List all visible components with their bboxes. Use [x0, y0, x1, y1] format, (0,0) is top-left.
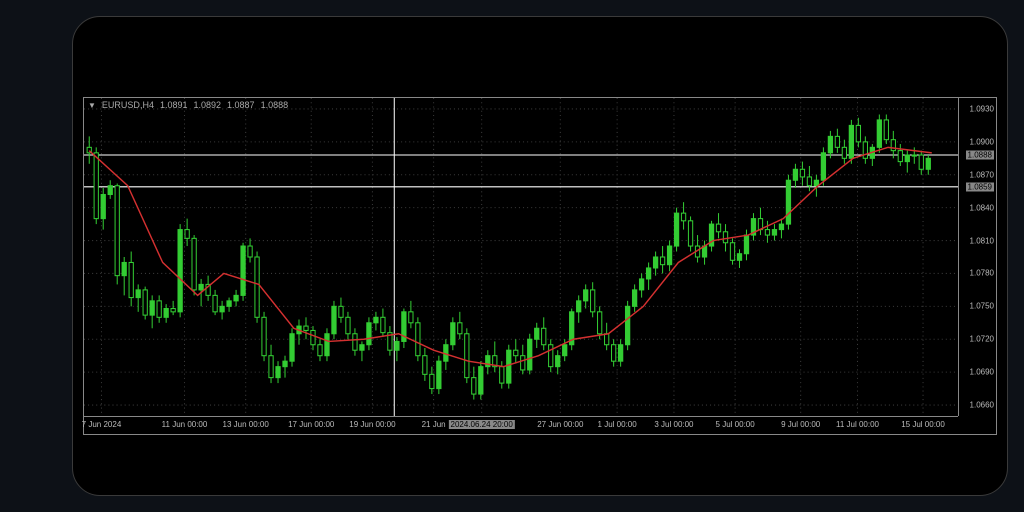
y-tick-label: 1.0660 — [970, 401, 994, 410]
x-tick-label: 5 Jul 00:00 — [716, 420, 755, 429]
x-tick-label: 19 Jun 00:00 — [349, 420, 395, 429]
ohlc-l: 1.0887 — [227, 100, 255, 110]
x-tick-label: 17 Jun 00:00 — [288, 420, 334, 429]
x-tick-label: 7 Jun 2024 — [82, 420, 122, 429]
ohlc-c: 1.0888 — [261, 100, 289, 110]
y-tick-label: 1.0810 — [970, 236, 994, 245]
y-tick-label: 1.0780 — [970, 269, 994, 278]
plot-area[interactable] — [84, 98, 958, 416]
y-tick-label: 1.0900 — [970, 137, 994, 146]
x-tick-label: 13 Jun 00:00 — [223, 420, 269, 429]
y-tick-label: 1.0870 — [970, 170, 994, 179]
price-tag: 1.0888 — [966, 151, 994, 160]
y-tick-label: 1.0750 — [970, 302, 994, 311]
x-tick-label: 15 Jul 00:00 — [901, 420, 945, 429]
x-tick-label: 11 Jul 00:00 — [836, 420, 879, 429]
x-tick-label: 1 Jul 00:00 — [598, 420, 637, 429]
price-tag: 1.0859 — [966, 182, 994, 191]
dropdown-icon[interactable]: ▼ — [88, 101, 96, 110]
y-tick-label: 1.0720 — [970, 335, 994, 344]
x-tick-label: 2024.06.24 20:00 — [449, 420, 515, 429]
symbol-info: ▼ EURUSD,H4 1.0891 1.0892 1.0887 1.0888 — [88, 100, 288, 110]
ohlc-o: 1.0891 — [160, 100, 188, 110]
y-axis: 1.0660 1.0690 1.0720 1.0750 1.0780 1.0810 1.08… — [958, 98, 996, 416]
chart-panel: ▼ EURUSD,H4 1.0891 1.0892 1.0887 1.0888 … — [72, 16, 1008, 496]
symbol-label: EURUSD,H4 — [102, 100, 154, 110]
x-axis: 7 Jun 2024 11 Jun 00:00 13 Jun 00:00 17 Jun… — [84, 416, 958, 434]
y-tick-label: 1.0690 — [970, 368, 994, 377]
y-tick-label: 1.0840 — [970, 203, 994, 212]
x-tick-label: 11 Jun 00:00 — [162, 420, 208, 429]
x-tick-label: 27 Jun 00:00 — [537, 420, 583, 429]
x-tick-label: 9 Jul 00:00 — [781, 420, 820, 429]
x-tick-label: 21 Jun — [422, 420, 446, 429]
x-tick-label: 3 Jul 00:00 — [654, 420, 693, 429]
chart-container[interactable]: ▼ EURUSD,H4 1.0891 1.0892 1.0887 1.0888 … — [83, 97, 997, 435]
ohlc-h: 1.0892 — [194, 100, 222, 110]
y-tick-label: 1.0930 — [970, 104, 994, 113]
